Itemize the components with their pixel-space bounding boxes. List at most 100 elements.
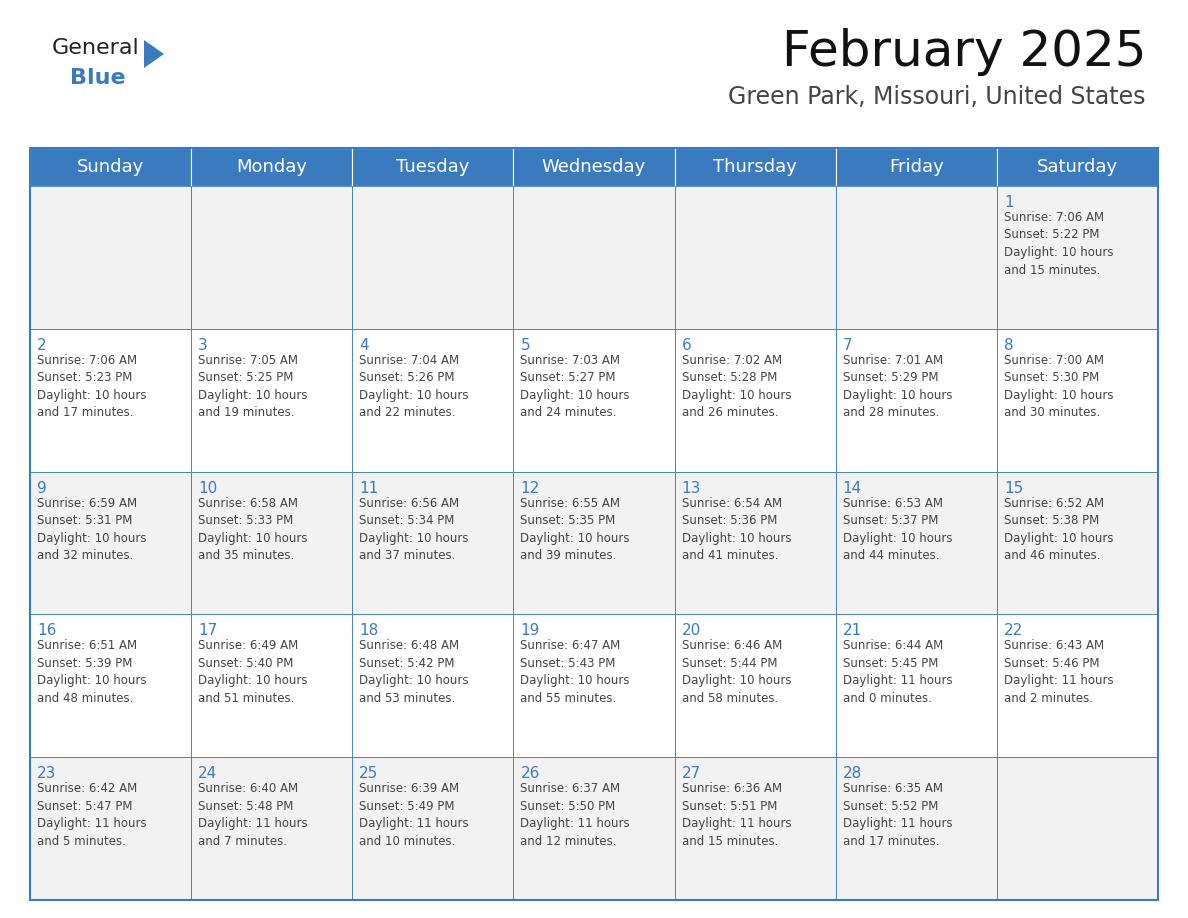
Bar: [675, 757, 835, 900]
Text: Wednesday: Wednesday: [542, 158, 646, 176]
Text: 4: 4: [359, 338, 369, 353]
Bar: [513, 329, 675, 472]
Polygon shape: [144, 40, 164, 68]
Bar: [513, 472, 675, 614]
Text: Green Park, Missouri, United States: Green Park, Missouri, United States: [728, 85, 1146, 109]
Bar: [353, 472, 513, 614]
Bar: [675, 148, 835, 186]
Bar: [30, 472, 191, 614]
Text: 5: 5: [520, 338, 530, 353]
Text: Sunrise: 6:36 AM
Sunset: 5:51 PM
Daylight: 11 hours
and 15 minutes.: Sunrise: 6:36 AM Sunset: 5:51 PM Dayligh…: [682, 782, 791, 847]
Text: 15: 15: [1004, 481, 1023, 496]
Bar: [513, 614, 675, 757]
Text: Sunrise: 6:54 AM
Sunset: 5:36 PM
Daylight: 10 hours
and 41 minutes.: Sunrise: 6:54 AM Sunset: 5:36 PM Dayligh…: [682, 497, 791, 562]
Text: Sunrise: 7:06 AM
Sunset: 5:23 PM
Daylight: 10 hours
and 17 minutes.: Sunrise: 7:06 AM Sunset: 5:23 PM Dayligh…: [37, 353, 146, 420]
Text: February 2025: February 2025: [782, 28, 1146, 76]
Text: Sunrise: 7:02 AM
Sunset: 5:28 PM
Daylight: 10 hours
and 26 minutes.: Sunrise: 7:02 AM Sunset: 5:28 PM Dayligh…: [682, 353, 791, 420]
Bar: [997, 757, 1158, 900]
Text: Sunrise: 6:51 AM
Sunset: 5:39 PM
Daylight: 10 hours
and 48 minutes.: Sunrise: 6:51 AM Sunset: 5:39 PM Dayligh…: [37, 640, 146, 705]
Bar: [30, 186, 191, 329]
Text: Tuesday: Tuesday: [396, 158, 469, 176]
Text: Sunrise: 6:48 AM
Sunset: 5:42 PM
Daylight: 10 hours
and 53 minutes.: Sunrise: 6:48 AM Sunset: 5:42 PM Dayligh…: [359, 640, 469, 705]
Text: Sunrise: 6:55 AM
Sunset: 5:35 PM
Daylight: 10 hours
and 39 minutes.: Sunrise: 6:55 AM Sunset: 5:35 PM Dayligh…: [520, 497, 630, 562]
Text: 8: 8: [1004, 338, 1013, 353]
Text: 3: 3: [198, 338, 208, 353]
Bar: [353, 148, 513, 186]
Text: 13: 13: [682, 481, 701, 496]
Bar: [835, 757, 997, 900]
Text: 26: 26: [520, 767, 539, 781]
Text: 19: 19: [520, 623, 539, 638]
Text: Sunrise: 6:49 AM
Sunset: 5:40 PM
Daylight: 10 hours
and 51 minutes.: Sunrise: 6:49 AM Sunset: 5:40 PM Dayligh…: [198, 640, 308, 705]
Text: 18: 18: [359, 623, 379, 638]
Bar: [835, 186, 997, 329]
Bar: [835, 614, 997, 757]
Text: Thursday: Thursday: [713, 158, 797, 176]
Text: 21: 21: [842, 623, 862, 638]
Bar: [675, 614, 835, 757]
Text: 22: 22: [1004, 623, 1023, 638]
Text: 25: 25: [359, 767, 379, 781]
Text: 11: 11: [359, 481, 379, 496]
Text: 17: 17: [198, 623, 217, 638]
Bar: [353, 186, 513, 329]
Bar: [997, 186, 1158, 329]
Text: Sunrise: 7:05 AM
Sunset: 5:25 PM
Daylight: 10 hours
and 19 minutes.: Sunrise: 7:05 AM Sunset: 5:25 PM Dayligh…: [198, 353, 308, 420]
Text: 14: 14: [842, 481, 862, 496]
Bar: [353, 757, 513, 900]
Bar: [997, 329, 1158, 472]
Bar: [30, 148, 1158, 900]
Bar: [997, 472, 1158, 614]
Text: Sunrise: 7:00 AM
Sunset: 5:30 PM
Daylight: 10 hours
and 30 minutes.: Sunrise: 7:00 AM Sunset: 5:30 PM Dayligh…: [1004, 353, 1113, 420]
Text: 7: 7: [842, 338, 852, 353]
Bar: [30, 757, 191, 900]
Bar: [997, 148, 1158, 186]
Text: Sunrise: 6:46 AM
Sunset: 5:44 PM
Daylight: 10 hours
and 58 minutes.: Sunrise: 6:46 AM Sunset: 5:44 PM Dayligh…: [682, 640, 791, 705]
Bar: [30, 329, 191, 472]
Text: Sunrise: 6:52 AM
Sunset: 5:38 PM
Daylight: 10 hours
and 46 minutes.: Sunrise: 6:52 AM Sunset: 5:38 PM Dayligh…: [1004, 497, 1113, 562]
Bar: [191, 186, 353, 329]
Bar: [835, 329, 997, 472]
Text: Blue: Blue: [70, 68, 126, 88]
Bar: [191, 472, 353, 614]
Text: Sunrise: 6:39 AM
Sunset: 5:49 PM
Daylight: 11 hours
and 10 minutes.: Sunrise: 6:39 AM Sunset: 5:49 PM Dayligh…: [359, 782, 469, 847]
Text: Sunrise: 6:43 AM
Sunset: 5:46 PM
Daylight: 11 hours
and 2 minutes.: Sunrise: 6:43 AM Sunset: 5:46 PM Dayligh…: [1004, 640, 1113, 705]
Bar: [30, 148, 191, 186]
Text: 27: 27: [682, 767, 701, 781]
Bar: [353, 329, 513, 472]
Text: Friday: Friday: [889, 158, 943, 176]
Text: General: General: [52, 38, 140, 58]
Text: Sunrise: 7:04 AM
Sunset: 5:26 PM
Daylight: 10 hours
and 22 minutes.: Sunrise: 7:04 AM Sunset: 5:26 PM Dayligh…: [359, 353, 469, 420]
Text: 10: 10: [198, 481, 217, 496]
Text: Sunrise: 7:06 AM
Sunset: 5:22 PM
Daylight: 10 hours
and 15 minutes.: Sunrise: 7:06 AM Sunset: 5:22 PM Dayligh…: [1004, 211, 1113, 276]
Bar: [513, 186, 675, 329]
Bar: [191, 614, 353, 757]
Bar: [30, 614, 191, 757]
Bar: [191, 329, 353, 472]
Bar: [353, 614, 513, 757]
Text: 16: 16: [37, 623, 56, 638]
Text: Sunrise: 6:53 AM
Sunset: 5:37 PM
Daylight: 10 hours
and 44 minutes.: Sunrise: 6:53 AM Sunset: 5:37 PM Dayligh…: [842, 497, 953, 562]
Text: 24: 24: [198, 767, 217, 781]
Bar: [513, 757, 675, 900]
Bar: [675, 472, 835, 614]
Text: 23: 23: [37, 767, 56, 781]
Text: Sunrise: 6:40 AM
Sunset: 5:48 PM
Daylight: 11 hours
and 7 minutes.: Sunrise: 6:40 AM Sunset: 5:48 PM Dayligh…: [198, 782, 308, 847]
Text: Sunrise: 6:56 AM
Sunset: 5:34 PM
Daylight: 10 hours
and 37 minutes.: Sunrise: 6:56 AM Sunset: 5:34 PM Dayligh…: [359, 497, 469, 562]
Text: 9: 9: [37, 481, 46, 496]
Text: Sunrise: 6:44 AM
Sunset: 5:45 PM
Daylight: 11 hours
and 0 minutes.: Sunrise: 6:44 AM Sunset: 5:45 PM Dayligh…: [842, 640, 953, 705]
Text: Monday: Monday: [236, 158, 308, 176]
Bar: [835, 148, 997, 186]
Text: 28: 28: [842, 767, 862, 781]
Bar: [191, 757, 353, 900]
Text: Sunrise: 6:35 AM
Sunset: 5:52 PM
Daylight: 11 hours
and 17 minutes.: Sunrise: 6:35 AM Sunset: 5:52 PM Dayligh…: [842, 782, 953, 847]
Text: 2: 2: [37, 338, 46, 353]
Text: 20: 20: [682, 623, 701, 638]
Text: Sunrise: 6:42 AM
Sunset: 5:47 PM
Daylight: 11 hours
and 5 minutes.: Sunrise: 6:42 AM Sunset: 5:47 PM Dayligh…: [37, 782, 146, 847]
Text: Sunrise: 6:59 AM
Sunset: 5:31 PM
Daylight: 10 hours
and 32 minutes.: Sunrise: 6:59 AM Sunset: 5:31 PM Dayligh…: [37, 497, 146, 562]
Text: 6: 6: [682, 338, 691, 353]
Text: Sunrise: 6:58 AM
Sunset: 5:33 PM
Daylight: 10 hours
and 35 minutes.: Sunrise: 6:58 AM Sunset: 5:33 PM Dayligh…: [198, 497, 308, 562]
Bar: [191, 148, 353, 186]
Text: Sunrise: 6:37 AM
Sunset: 5:50 PM
Daylight: 11 hours
and 12 minutes.: Sunrise: 6:37 AM Sunset: 5:50 PM Dayligh…: [520, 782, 630, 847]
Bar: [675, 329, 835, 472]
